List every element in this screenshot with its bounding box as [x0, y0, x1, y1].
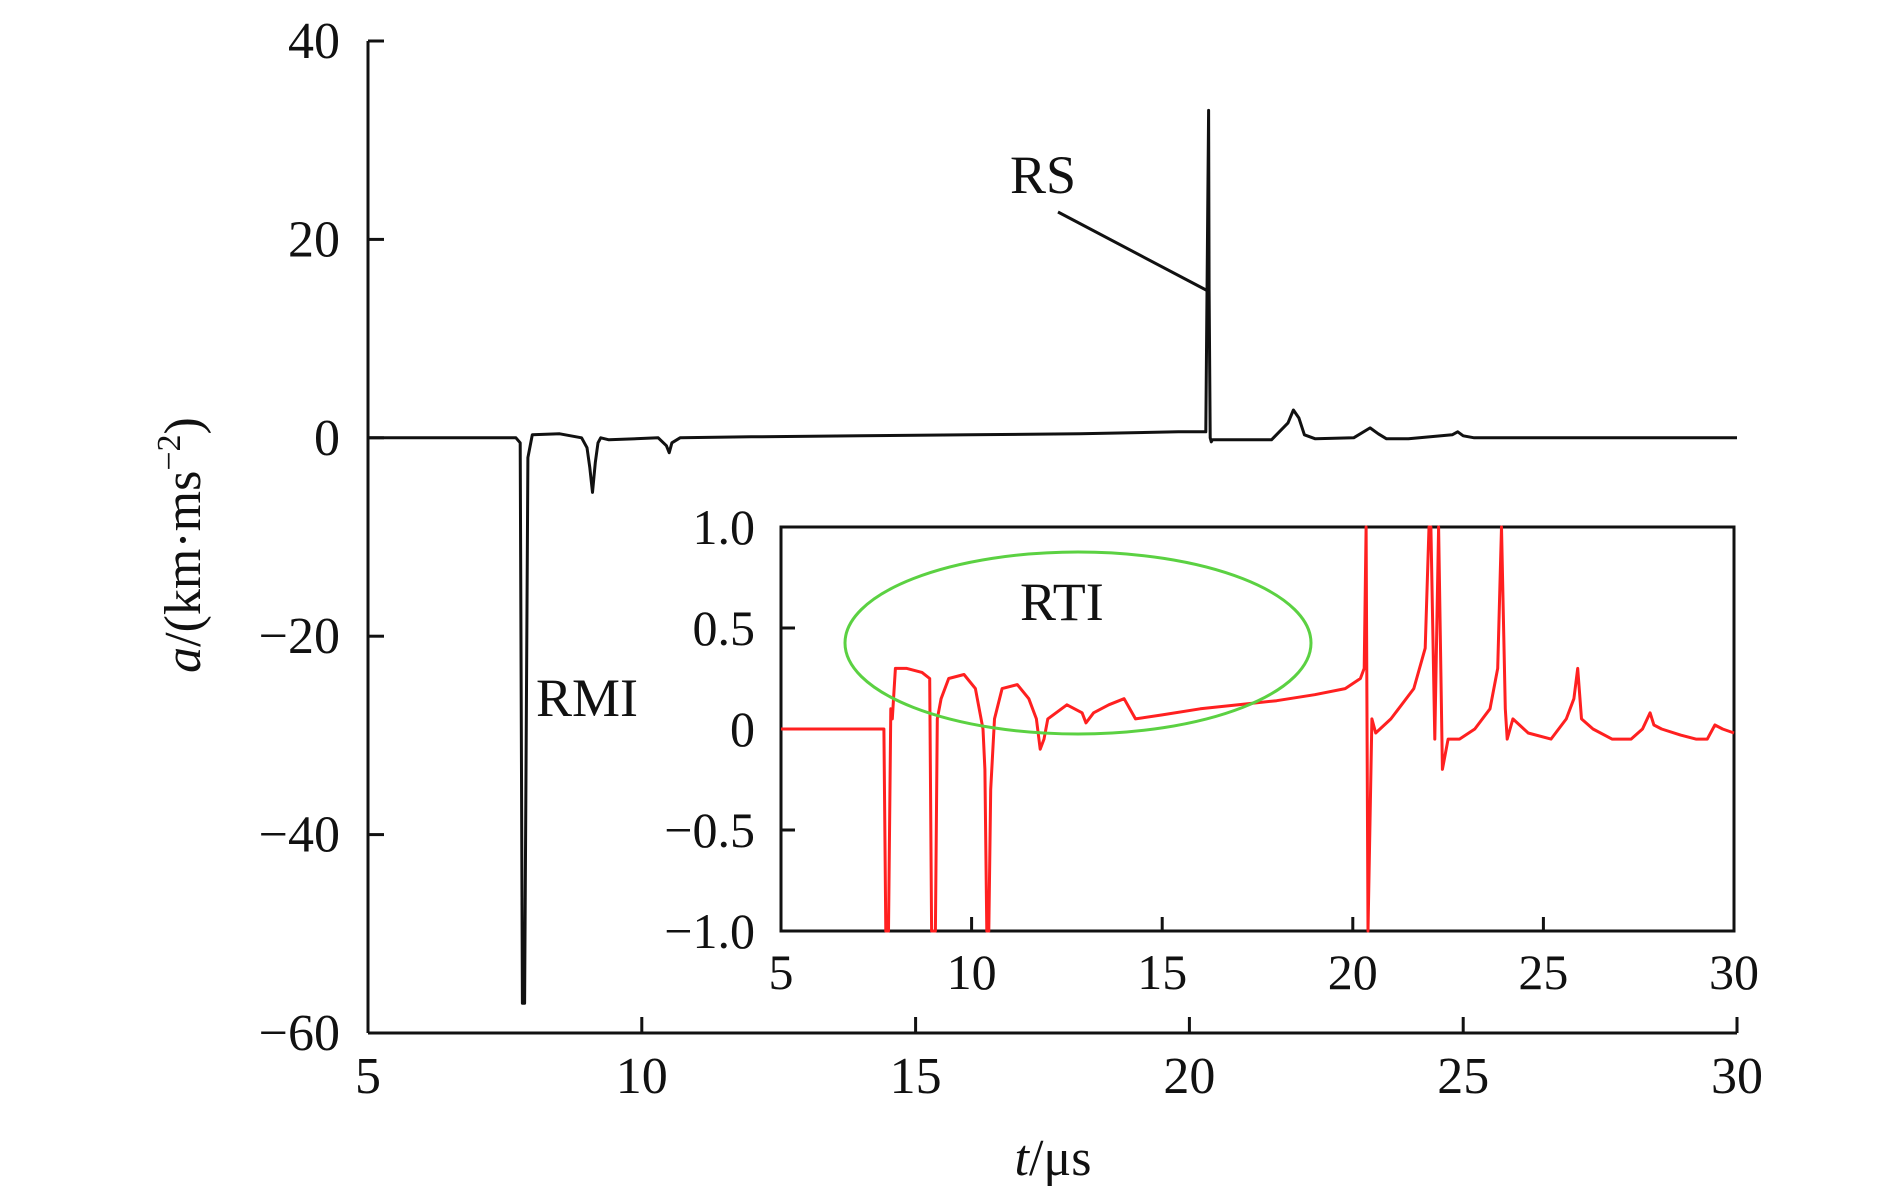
main-series-line	[368, 108, 1737, 1005]
inset-annotations: RTI	[843, 550, 1313, 736]
inset-x-tick-label: 15	[1137, 944, 1187, 1000]
main-x-tick-label: 25	[1437, 1048, 1489, 1105]
x-axis-title: t/μs	[1014, 1130, 1091, 1187]
inset-series-group	[781, 525, 1735, 933]
inset-y-tick-label: 0.5	[693, 600, 756, 656]
inset-x-tick-label: 25	[1518, 944, 1568, 1000]
inset-x-tick-label: 10	[947, 944, 997, 1000]
inset-y-ticks: −1.0 −0.5 0 0.5 1.0	[664, 499, 795, 959]
main-axes	[366, 41, 1737, 1035]
y-axis-unit-close: )	[155, 417, 212, 434]
inset-x-tick-label: 5	[769, 944, 794, 1000]
rs-annotation: RS	[1010, 145, 1076, 205]
rti-annotation: RTI	[1020, 572, 1104, 632]
main-series-group	[368, 108, 1737, 1005]
main-y-tick-label: 40	[288, 13, 340, 70]
main-x-tick-label: 20	[1163, 1048, 1215, 1105]
inset-y-tick-label: 1.0	[693, 499, 756, 555]
main-x-tick-label: 30	[1711, 1048, 1763, 1105]
main-x-tick-label: 10	[616, 1048, 668, 1105]
rmi-annotation: RMI	[536, 668, 638, 728]
y-axis-title: a/(km·ms−2)	[151, 417, 212, 673]
main-y-tick-label: −40	[259, 807, 340, 864]
inset-y-tick-label: 0	[730, 701, 755, 757]
main-annotations: RS RMI	[536, 145, 1209, 728]
inset-x-ticks: 5 10 15 20 25 30	[769, 917, 1759, 1000]
main-x-tick-label: 5	[355, 1048, 381, 1105]
inset-y-tick-label: −0.5	[664, 802, 755, 858]
y-axis-unit-exponent: −2	[151, 434, 188, 470]
main-y-tick-label: −60	[259, 1005, 340, 1062]
inset-background	[781, 527, 1734, 931]
x-axis-var: t	[1014, 1130, 1030, 1187]
x-axis-unit: /μs	[1029, 1130, 1092, 1187]
inset-x-tick-label: 30	[1709, 944, 1759, 1000]
inset-x-tick-label: 20	[1328, 944, 1378, 1000]
main-y-tick-label: −20	[259, 608, 340, 665]
y-axis-var: a	[155, 647, 212, 673]
main-x-ticks: 5 10 15 20 25 30	[355, 1017, 1763, 1105]
main-y-tick-label: 20	[288, 211, 340, 268]
rti-ellipse	[843, 550, 1313, 736]
inset-plot: 5 10 15 20 25 30 −1.0 −0.5 0 0.5 1.0 RTI	[664, 499, 1759, 1000]
main-x-tick-label: 15	[890, 1048, 942, 1105]
inset-y-tick-label: −1.0	[664, 903, 755, 959]
main-y-tick-label: 0	[314, 410, 340, 467]
inset-series-line	[781, 525, 1735, 933]
main-y-ticks: −60 −40 −20 0 20 40	[259, 13, 384, 1062]
rs-leader-line	[1057, 210, 1209, 293]
y-axis-unit: /(km·ms	[155, 471, 212, 647]
